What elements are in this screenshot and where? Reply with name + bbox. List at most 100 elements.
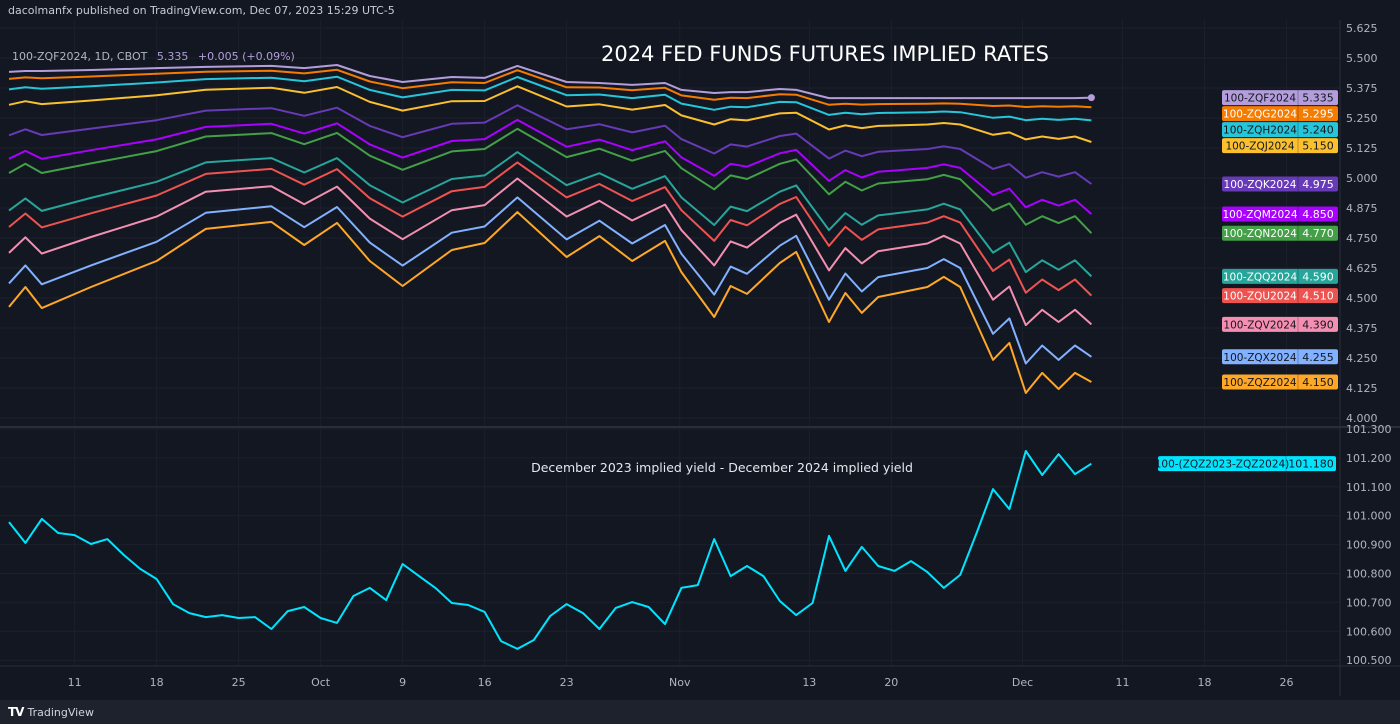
time-tick-label: Dec — [1012, 676, 1033, 689]
spread-price-labels: 100-(ZQZ2023-ZQZ2024)101.180 — [1155, 456, 1336, 472]
series-value: 5.295 — [1302, 108, 1334, 121]
symbol-legend[interactable]: 100-ZQF2024, 1D, CBOT 5.335 +0.005 (+0.0… — [12, 50, 295, 63]
series-name: 100-ZQJ2024 — [1225, 141, 1294, 153]
series-line-100-zqz2023-zqz2024 — [8, 450, 1092, 650]
price-label-bg — [1222, 288, 1338, 304]
series-line-100-zqm2024 — [8, 118, 1093, 215]
price-label[interactable]: 100-ZQF2024 5.335 — [1222, 90, 1338, 106]
series-line-100-zqg2024 — [8, 68, 1092, 109]
price-tick-label: 4.250 — [1346, 352, 1378, 365]
series-name: 100-ZQZ2024 — [1223, 377, 1297, 389]
series-name: 100-ZQU2024 — [1223, 291, 1297, 303]
price-label[interactable]: 100-ZQZ2024 4.150 — [1222, 374, 1338, 390]
chart-canvas[interactable]: 5.625 5.500 5.375 5.250 5.125 5.000 4.875 4.750… — [0, 0, 1400, 700]
price-label[interactable]: 100-ZQM2024 4.850 — [1222, 206, 1338, 222]
series-value: 4.770 — [1302, 227, 1334, 240]
series-line-100-zqz2024 — [8, 211, 1092, 394]
series-name: 100-ZQF2024 — [1224, 93, 1296, 105]
brand-name: TradingView — [27, 705, 94, 719]
price-label-bg — [1222, 206, 1338, 222]
series-value: 4.590 — [1302, 270, 1334, 283]
price-label[interactable]: 100-ZQV2024 4.390 — [1222, 316, 1338, 332]
grid-lines — [0, 20, 1340, 666]
legend-change: +0.005 (+0.09%) — [197, 50, 295, 63]
futures-lines — [8, 64, 1095, 394]
price-label[interactable]: 100-ZQG2024 5.295 — [1222, 106, 1338, 122]
chart-frame[interactable]: 100-ZQF2024, 1D, CBOT 5.335 +0.005 (+0.0… — [0, 20, 1400, 700]
time-tick-label: 16 — [478, 676, 492, 689]
series-name: 100-ZQX2024 — [1223, 352, 1297, 364]
price-tick-label: 5.125 — [1346, 142, 1378, 155]
price-label[interactable]: 100-ZQK2024 4.975 — [1222, 176, 1338, 192]
time-tick-label: 13 — [802, 676, 816, 689]
time-axis[interactable]: 11 18 25 Oct 9 16 23 Nov 13 20 Dec 11 18 26 — [68, 676, 1294, 689]
tradingview-brand[interactable]: TV TradingView — [8, 705, 94, 719]
price-label-bg — [1222, 90, 1338, 106]
legend-price: 5.335 — [156, 50, 189, 63]
time-tick-label: 25 — [232, 676, 246, 689]
price-tick-label: 5.500 — [1346, 52, 1378, 65]
tradingview-logo-icon: TV — [8, 705, 25, 719]
price-tick-label: 5.375 — [1346, 82, 1378, 95]
series-value: 5.335 — [1302, 92, 1334, 105]
price-tick-label: 4.375 — [1346, 322, 1378, 335]
price-tick-label: 4.875 — [1346, 202, 1378, 215]
price-tick-label: 4.500 — [1346, 292, 1378, 305]
price-label-bg — [1222, 316, 1338, 332]
spread-annotation: December 2023 implied yield - December 2… — [531, 460, 913, 475]
price-label-bg — [1222, 106, 1338, 122]
series-value: 4.850 — [1302, 208, 1334, 221]
chart-title: 2024 FED FUNDS FUTURES IMPLIED RATES — [601, 42, 1049, 66]
price-label[interactable]: 100-ZQJ2024 5.150 — [1222, 138, 1338, 154]
time-tick-label: 11 — [1116, 676, 1130, 689]
price-label[interactable]: 100-ZQX2024 4.255 — [1222, 349, 1338, 365]
price-label-bg — [1222, 138, 1338, 154]
series-value: 5.240 — [1302, 124, 1334, 137]
series-line-100-zqv2024 — [8, 177, 1093, 327]
price-label-bg — [1222, 176, 1338, 192]
last-price-dot — [1087, 94, 1095, 102]
spread-lines — [8, 450, 1092, 650]
price-tick-label: 101.200 — [1346, 452, 1392, 465]
price-label[interactable]: 100-ZQN2024 4.770 — [1222, 225, 1338, 241]
price-label-bg — [1222, 349, 1338, 365]
price-label[interactable]: 100-(ZQZ2023-ZQZ2024)101.180 — [1155, 456, 1336, 472]
price-tick-label: 100.700 — [1346, 596, 1392, 609]
series-name: 100-ZQH2024 — [1223, 125, 1297, 137]
price-tick-label: 4.750 — [1346, 232, 1378, 245]
price-label[interactable]: 100-ZQH2024 5.240 — [1222, 122, 1338, 138]
bottom-price-axis[interactable]: 101.300 101.200 101.100 101.000 100.900 100.8… — [1346, 423, 1392, 667]
series-name: 100-ZQG2024 — [1223, 109, 1297, 121]
series-value: 4.390 — [1302, 318, 1334, 331]
series-line-100-zqu2024 — [8, 161, 1093, 297]
series-name: 100-ZQK2024 — [1224, 179, 1297, 191]
time-tick-label: 18 — [1198, 676, 1212, 689]
series-line-100-zqj2024 — [8, 85, 1092, 143]
price-tick-label: 101.000 — [1346, 510, 1392, 523]
time-tick-label: 26 — [1280, 676, 1294, 689]
time-tick-label: 20 — [884, 676, 898, 689]
price-tick-label: 5.250 — [1346, 112, 1378, 125]
price-label-bg — [1222, 374, 1338, 390]
price-tick-label: 4.625 — [1346, 262, 1378, 275]
series-line-100-zqn2024 — [8, 127, 1093, 234]
price-tick-label: 100.800 — [1346, 568, 1392, 581]
series-name: 100-ZQM2024 — [1222, 209, 1297, 221]
price-label[interactable]: 100-ZQU2024 4.510 — [1222, 288, 1338, 304]
publisher-info: dacolmanfx published on TradingView.com,… — [8, 4, 395, 17]
price-tick-label: 100.600 — [1346, 625, 1392, 638]
price-label[interactable]: 100-ZQQ2024 4.590 — [1222, 268, 1338, 284]
series-value: 4.150 — [1302, 376, 1334, 389]
top-price-axis[interactable]: 5.625 5.500 5.375 5.250 5.125 5.000 4.875 4.750… — [1346, 22, 1378, 425]
series-line-100-zqx2024 — [8, 196, 1092, 365]
price-tick-label: 5.000 — [1346, 172, 1378, 185]
price-label-bg — [1158, 456, 1336, 472]
series-name: 100-ZQN2024 — [1223, 228, 1297, 240]
price-label-bg — [1222, 268, 1338, 284]
footer: TV TradingView — [0, 700, 1400, 724]
price-label-bg — [1222, 122, 1338, 138]
series-name: 100-ZQV2024 — [1223, 319, 1297, 331]
time-tick-label: Oct — [311, 676, 331, 689]
time-tick-label: 11 — [68, 676, 82, 689]
